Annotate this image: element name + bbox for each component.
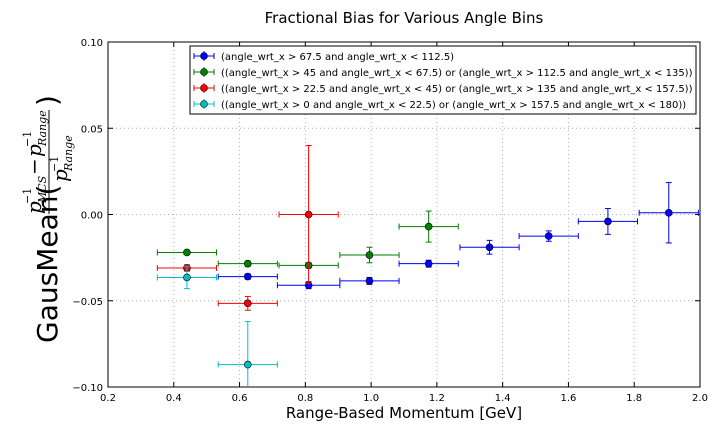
x-tick-label: 0.2 <box>100 393 116 404</box>
y-label-prefix: GausMean( <box>31 185 64 343</box>
legend: (angle_wrt_x > 67.5 and angle_wrt_x < 11… <box>189 45 697 115</box>
y-label-exp-3: −1 <box>48 156 61 172</box>
y-tick-label: 0.00 <box>81 211 103 222</box>
data-point <box>424 259 433 268</box>
legend-label: (angle_wrt_x > 67.5 and angle_wrt_x < 11… <box>221 52 454 63</box>
y-label-exp-1: −1 <box>21 188 34 204</box>
data-point <box>183 248 191 257</box>
y-axis-label: GausMean( p −1 MCS − p −1 Range p −1 Ran… <box>21 95 75 343</box>
legend-label: ((angle_wrt_x > 45 and angle_wrt_x < 67.… <box>221 68 693 79</box>
legend-marker <box>200 100 208 108</box>
y-label-p-range: p <box>22 144 46 157</box>
legend-box <box>189 45 697 115</box>
legend-marker <box>200 52 208 60</box>
x-tick-label: 1.8 <box>626 393 642 404</box>
legend-label: ((angle_wrt_x > 22.5 and angle_wrt_x < 4… <box>221 84 693 95</box>
data-point <box>604 217 612 226</box>
y-label-p-mcs: p <box>22 201 46 214</box>
x-axis-label: Range-Based Momentum [GeV] <box>286 404 522 422</box>
data-point <box>544 232 553 240</box>
y-tick-label: 0.05 <box>81 124 103 135</box>
data-point <box>485 243 494 252</box>
data-point <box>365 251 374 259</box>
y-label-p-denominator: p <box>48 169 72 182</box>
x-tick-label: 0.4 <box>166 393 182 404</box>
y-label-exp-2: −1 <box>21 131 34 147</box>
series-1 <box>217 182 699 290</box>
y-label-minus: − <box>22 158 46 175</box>
legend-entry-4: ((angle_wrt_x > 0 and angle_wrt_x < 22.5… <box>193 99 686 111</box>
y-label-suffix: ) <box>31 95 64 106</box>
data-point <box>243 360 252 369</box>
x-tick-label: 1.6 <box>560 393 576 404</box>
data-point <box>304 210 313 219</box>
data-point <box>243 272 252 281</box>
x-tick-label: 0.6 <box>232 393 248 404</box>
x-tick-label: 0.8 <box>297 393 313 404</box>
data-series <box>156 145 699 387</box>
y-label-sub-mcs: MCS <box>36 175 49 204</box>
legend-entry-1: (angle_wrt_x > 67.5 and angle_wrt_x < 11… <box>193 51 454 63</box>
data-point <box>243 299 252 308</box>
y-tick-label: 0.10 <box>81 38 103 49</box>
x-tick-label: 1.0 <box>363 393 379 404</box>
x-tick-label: 1.2 <box>429 393 445 404</box>
series-2 <box>156 210 459 270</box>
legend-entry-2: ((angle_wrt_x > 45 and angle_wrt_x < 67.… <box>193 67 693 79</box>
y-tick-label: −0.10 <box>72 383 103 394</box>
data-point <box>664 208 673 217</box>
legend-marker <box>200 68 208 76</box>
x-tick-label: 1.4 <box>495 393 511 404</box>
data-point <box>243 259 252 268</box>
y-label-sub-range: Range <box>36 110 49 147</box>
y-tick-label: −0.05 <box>72 297 103 308</box>
legend-entry-3: ((angle_wrt_x > 22.5 and angle_wrt_x < 4… <box>193 83 693 95</box>
data-point <box>183 273 191 282</box>
series-3 <box>156 145 339 311</box>
data-point <box>365 277 374 285</box>
data-point <box>424 222 433 231</box>
chart-title: Fractional Bias for Various Angle Bins <box>265 9 544 27</box>
series-4 <box>156 265 278 387</box>
legend-marker <box>200 84 208 92</box>
legend-label: ((angle_wrt_x > 0 and angle_wrt_x < 22.5… <box>221 100 686 111</box>
y-label-sub-range-denominator: Range <box>62 135 75 172</box>
axis-ticks: 0.2 0.4 0.6 0.8 1.0 1.2 1.4 1.6 1.8 2.0 −0.10 −0.05… <box>72 38 708 404</box>
x-tick-label: 2.0 <box>692 393 708 404</box>
